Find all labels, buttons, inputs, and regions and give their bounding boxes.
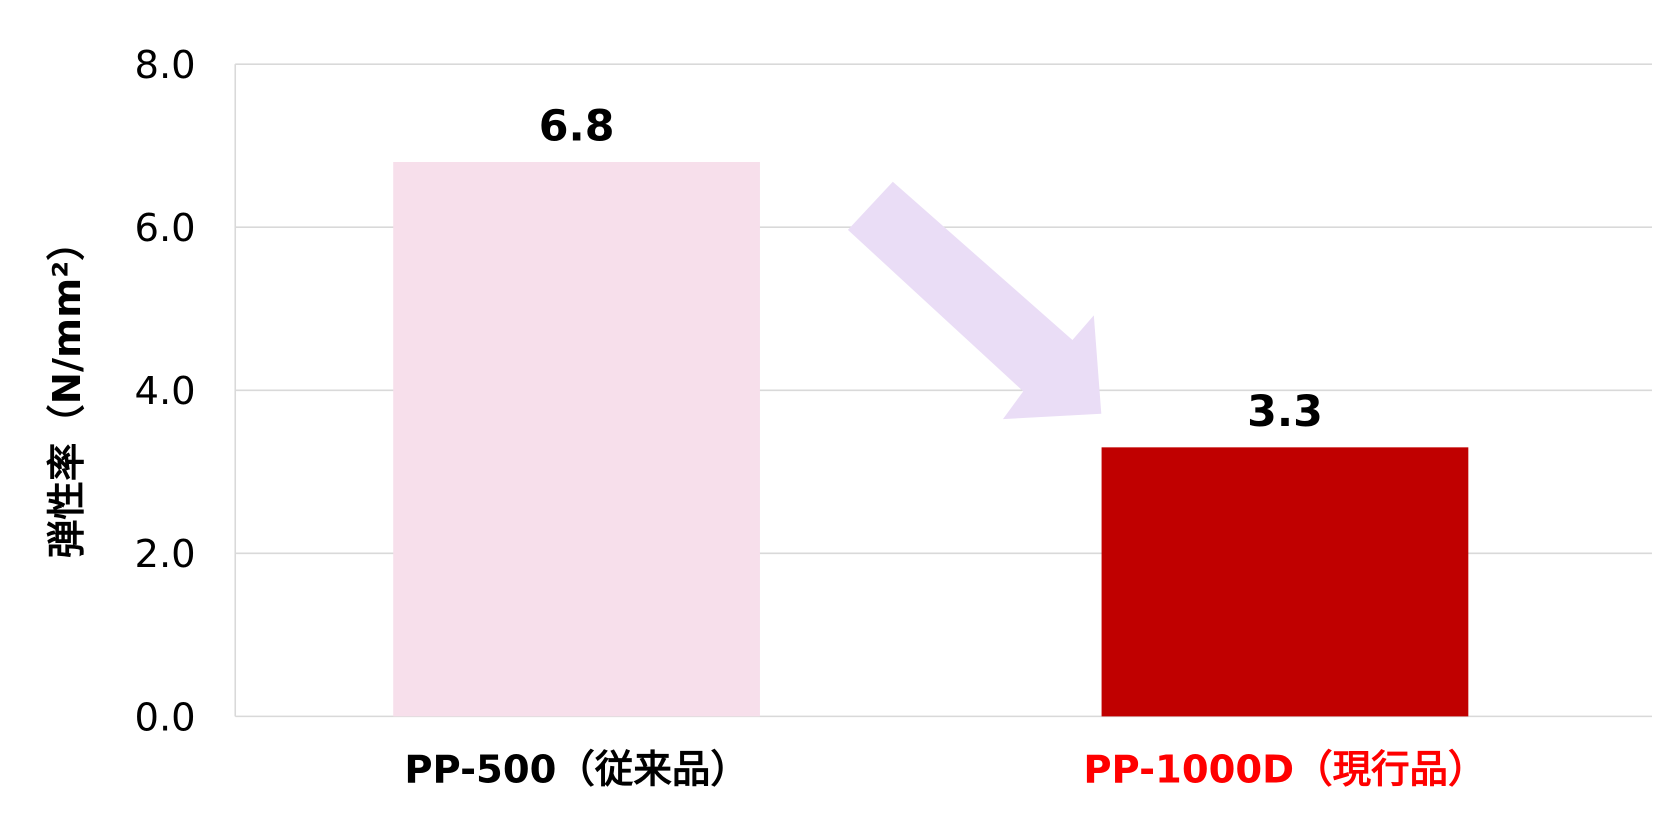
data-label: 6.8 — [539, 102, 615, 152]
bars — [393, 161, 1469, 717]
bar — [1101, 447, 1469, 717]
x-category-labels: PP-500（従来品） PP-1000D（現行品） — [404, 748, 1486, 793]
y-tick-label: 2.0 — [134, 532, 195, 577]
bar — [393, 161, 760, 717]
decrease-arrow — [847, 181, 1102, 420]
y-axis-label: 弾性率（N/mm²） — [45, 222, 90, 558]
y-tick-label: 4.0 — [134, 369, 195, 414]
data-label: 3.3 — [1247, 387, 1323, 437]
y-tick-label: 8.0 — [134, 43, 195, 88]
y-tick-labels: 0.0 2.0 4.0 6.0 8.0 — [134, 43, 195, 740]
x-category-label: PP-1000D（現行品） — [1083, 748, 1486, 793]
data-labels: 6.8 3.3 — [539, 102, 1323, 437]
y-tick-label: 0.0 — [134, 695, 195, 740]
x-category-label: PP-500（従来品） — [404, 748, 748, 793]
y-tick-label: 6.0 — [134, 206, 195, 251]
